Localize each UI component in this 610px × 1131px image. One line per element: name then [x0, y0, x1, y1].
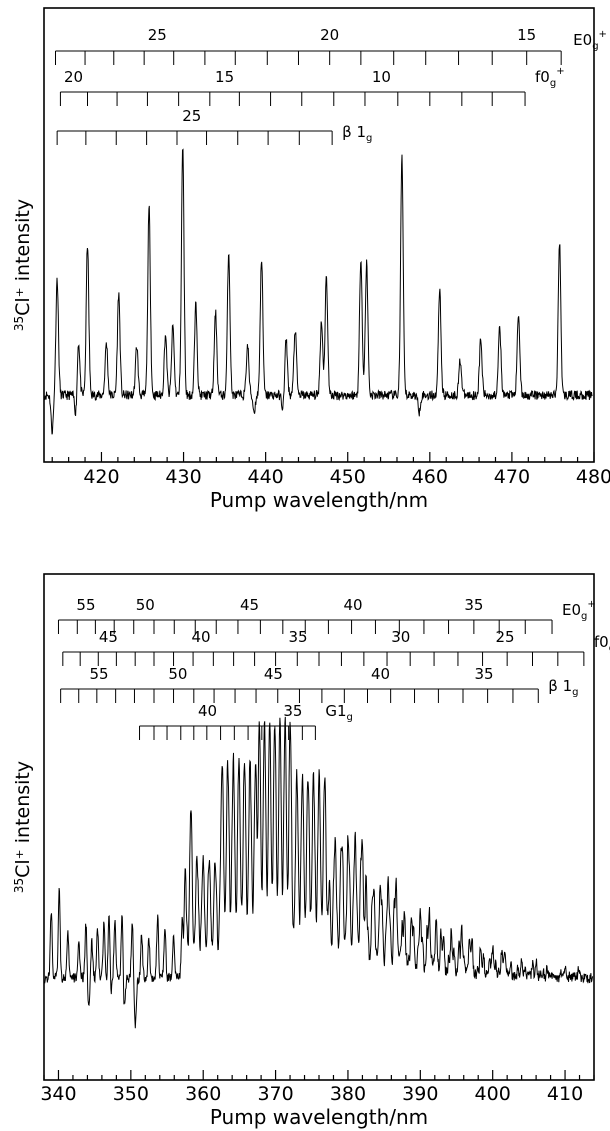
progression-name: β 1g — [548, 677, 578, 698]
panel-top-progression-0: 25 20 15 E0g+ — [54, 26, 607, 65]
panel-bottom-x-tick-label: 350 — [113, 1083, 149, 1105]
panel-top-y-axis-label: 35Cl⁺ intensity — [12, 199, 34, 331]
panel-top-x-tick-label: 430 — [165, 466, 201, 488]
panel-bottom-x-tick-label: 400 — [475, 1083, 511, 1105]
panel-top-progression-2: 25 β 1g — [56, 107, 372, 145]
progression-label: 55 — [89, 665, 108, 683]
progression-label: 40 — [371, 665, 390, 683]
progression-label: 15 — [517, 26, 536, 44]
panel-bottom-x-tick-label: 380 — [330, 1083, 366, 1105]
progression-label: 15 — [215, 68, 234, 86]
panel-bottom-progression-3: 40 35 G1g — [139, 702, 353, 740]
panel-top-progression-1: 20 15 10 f0g+ — [59, 66, 565, 106]
progression-label: 10 — [372, 68, 391, 86]
progression-label: 25 — [495, 628, 514, 646]
panel-bottom-x-tick-label: 360 — [185, 1083, 221, 1105]
panel-top-x-tick-label: 470 — [494, 466, 530, 488]
panel-bottom-y-axis-label: 35Cl⁺ intensity — [12, 761, 34, 893]
panel-bottom-progression-0: 55 50 45 40 35 E0g+ — [57, 596, 596, 634]
progression-label: 35 — [474, 665, 493, 683]
panel-bottom-y-axis-label-prefix: 35 — [12, 878, 26, 893]
panel-top-frame — [43, 7, 595, 463]
progression-label: 40 — [191, 628, 210, 646]
progression-label: 45 — [99, 628, 118, 646]
progression-label: 40 — [198, 702, 217, 720]
panel-top-x-tick-label: 440 — [248, 466, 284, 488]
progression-label: 50 — [136, 596, 155, 614]
panel-top-y-axis-label-main: Cl⁺ intensity — [12, 199, 34, 316]
panel-bottom-y-axis-label-main: Cl⁺ intensity — [12, 761, 34, 878]
panel-top-progressions: 25 20 15 E0g+ 20 15 10 f0g+ 25 β 1g — [54, 26, 607, 145]
panel-bottom-x-tick-label: 390 — [402, 1083, 438, 1105]
progression-label: 25 — [148, 26, 167, 44]
panel-bottom-progressions: 55 50 45 40 35 E0g+ 45 40 35 30 25 f0g+ 55 50 45 40 35 β … — [57, 596, 610, 740]
panel-top: 25 20 15 E0g+20 15 10 f0g+25β 1g 420 430 440 450 4… — [12, 7, 610, 512]
progression-label: 40 — [343, 596, 362, 614]
panel-bottom-x-tick-label: 370 — [257, 1083, 293, 1105]
progression-label: 55 — [76, 596, 95, 614]
progression-label: 25 — [182, 107, 201, 125]
progression-name: f0g+ — [594, 631, 610, 654]
progression-label: 35 — [464, 596, 483, 614]
progression-label: 35 — [283, 702, 302, 720]
panel-bottom-x-axis-label: Pump wavelength/nm — [210, 1105, 428, 1129]
progression-label: 50 — [168, 665, 187, 683]
panel-bottom-x-tick-label: 410 — [547, 1083, 583, 1105]
progression-label: 20 — [64, 68, 83, 86]
panel-top-spectrum-line — [44, 148, 593, 435]
progression-name: f0g+ — [535, 66, 565, 89]
progression-label: 20 — [320, 26, 339, 44]
progression-name: β 1g — [342, 123, 372, 144]
panel-bottom-x-ticks: 340 350 360 370 380 390 400 410 — [40, 1070, 595, 1105]
panel-top-x-axis-label: Pump wavelength/nm — [210, 488, 428, 512]
progression-label: 30 — [391, 628, 410, 646]
panel-top-x-tick-label: 480 — [576, 466, 610, 488]
progression-label: 45 — [264, 665, 283, 683]
panel-bottom-progression-1: 45 40 35 30 25 f0g+ — [62, 628, 610, 666]
progression-label: 35 — [288, 628, 307, 646]
progression-name: E0g+ — [573, 29, 607, 52]
progression-name: E0g+ — [562, 599, 596, 622]
panel-top-x-tick-label: 420 — [83, 466, 119, 488]
panel-bottom-x-tick-label: 340 — [40, 1083, 76, 1105]
panel-top-x-tick-label: 450 — [330, 466, 366, 488]
panel-top-x-ticks: 420 430 440 450 460 470 480 — [51, 452, 610, 488]
panel-bottom-progression-2: 55 50 45 40 35 β 1g — [60, 665, 579, 703]
panel-top-y-axis-label-prefix: 35 — [12, 316, 26, 331]
panel-top-x-tick-label: 460 — [412, 466, 448, 488]
progression-name: G1g — [325, 702, 353, 723]
progression-label: 45 — [240, 596, 259, 614]
panel-bottom-frame — [43, 573, 595, 1081]
panel-bottom-spectrum-line — [44, 716, 594, 1029]
panel-bottom: 55 50 45 40 35 E0g+ 45 40 35 30 25 f0g+ 55 50 45 40 35 β … — [12, 573, 610, 1129]
